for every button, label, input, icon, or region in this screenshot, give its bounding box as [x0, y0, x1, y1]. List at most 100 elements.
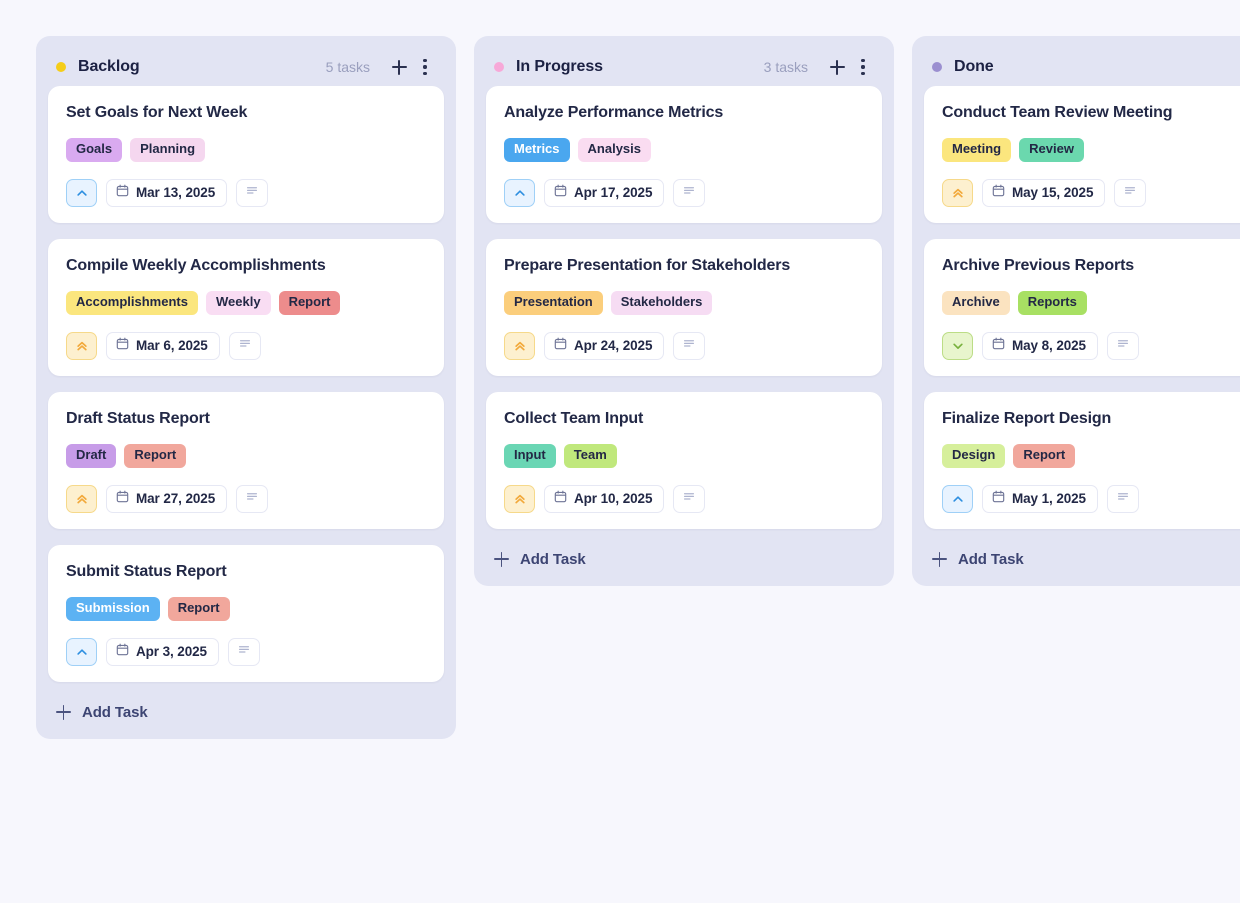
- description-button[interactable]: [228, 331, 261, 360]
- card-tag[interactable]: Presentation: [504, 290, 603, 315]
- task-title: Analyze Performance Metrics: [504, 104, 724, 121]
- due-date-chip[interactable]: Mar 13, 2025: [106, 178, 228, 207]
- priority-medium-button[interactable]: [942, 484, 973, 513]
- due-date-label: May 15, 2025: [1012, 185, 1094, 201]
- lines-icon: [1116, 489, 1130, 508]
- due-date-chip[interactable]: Apr 10, 2025: [544, 484, 665, 513]
- column-title: Backlog: [78, 58, 140, 75]
- task-title: Prepare Presentation for Stakeholders: [504, 256, 791, 274]
- priority-medium-button[interactable]: [66, 637, 97, 666]
- task-card[interactable]: Compile Weekly Accomplishments Accomplish…: [48, 238, 444, 376]
- vertical-dots-icon: [861, 58, 865, 76]
- calendar-icon: [554, 490, 567, 508]
- priority-high-button[interactable]: [504, 331, 535, 360]
- plus-icon: [829, 59, 845, 75]
- priority-high-button[interactable]: [66, 331, 97, 360]
- priority-high-button[interactable]: [504, 484, 535, 513]
- card-tag[interactable]: Goals: [66, 138, 123, 162]
- card-meta-row: Mar 13, 2025: [66, 178, 426, 207]
- lines-icon: [247, 493, 258, 500]
- card-tag[interactable]: Report: [124, 443, 187, 468]
- plus-icon: [494, 551, 509, 567]
- task-card[interactable]: Archive Previous Reports Archive Reports Ma…: [924, 238, 1240, 376]
- task-card[interactable]: Conduct Team Review Meeting Meeting Review…: [924, 86, 1240, 223]
- lines-icon: [684, 187, 695, 195]
- card-meta-row: May 8, 2025: [942, 331, 1240, 360]
- description-button[interactable]: [1114, 178, 1147, 207]
- priority-high-button[interactable]: [942, 178, 973, 207]
- due-date-chip[interactable]: Apr 24, 2025: [544, 331, 665, 360]
- card-tag[interactable]: Meeting: [942, 138, 1012, 162]
- card-tag[interactable]: Metrics: [504, 138, 570, 162]
- add-task-button[interactable]: Add Task: [486, 545, 882, 572]
- card-tag[interactable]: Report: [1013, 443, 1076, 468]
- priority-low-button[interactable]: [942, 331, 973, 360]
- task-card[interactable]: Collect Team Input Input Team Apr 10, 2025: [486, 391, 882, 529]
- card-tag[interactable]: Submission: [66, 596, 160, 621]
- task-card[interactable]: Submit Status Report Submission Report Apr …: [48, 544, 444, 682]
- card-tag[interactable]: Review: [1019, 138, 1084, 162]
- lines-icon: [682, 183, 696, 202]
- description-button[interactable]: [673, 484, 706, 513]
- due-date-label: May 8, 2025: [1012, 338, 1086, 354]
- calendar-icon: [116, 490, 129, 503]
- priority-medium-button[interactable]: [504, 178, 535, 207]
- task-card[interactable]: Set Goals for Next Week Goals Planning Mar …: [48, 86, 444, 223]
- lines-icon: [1123, 183, 1137, 202]
- task-card[interactable]: Prepare Presentation for Stakeholders Pre…: [486, 238, 882, 376]
- due-date-chip[interactable]: May 8, 2025: [982, 331, 1098, 360]
- priority-high-button[interactable]: [66, 484, 97, 513]
- task-card[interactable]: Draft Status Report Draft Report Mar 27, 20…: [48, 391, 444, 529]
- card-tag[interactable]: Accomplishments: [66, 290, 198, 315]
- card-tag[interactable]: Planning: [130, 138, 206, 162]
- card-tag[interactable]: Analysis: [577, 138, 652, 162]
- chevron-up-icon: [75, 645, 89, 659]
- column-menu-button[interactable]: [412, 54, 438, 80]
- lines-icon: [684, 493, 695, 500]
- vertical-dots-icon: [423, 58, 427, 76]
- tag-list: Meeting Review: [942, 138, 1240, 162]
- tag-list: Accomplishments Weekly Report: [66, 290, 426, 315]
- card-tag[interactable]: Report: [278, 290, 341, 315]
- double-chevron-up-icon: [513, 339, 527, 353]
- task-title: Draft Status Report: [66, 409, 210, 427]
- due-date-chip[interactable]: Apr 17, 2025: [544, 178, 665, 207]
- due-date-chip[interactable]: Mar 6, 2025: [106, 331, 220, 360]
- due-date-chip[interactable]: Mar 27, 2025: [106, 484, 228, 513]
- task-title: Collect Team Input: [504, 409, 644, 427]
- calendar-icon: [992, 337, 1005, 350]
- column-menu-button[interactable]: [850, 54, 876, 80]
- due-date-chip[interactable]: Apr 3, 2025: [106, 637, 219, 666]
- description-button[interactable]: [673, 331, 706, 360]
- description-button[interactable]: [673, 178, 706, 207]
- card-tag[interactable]: Archive: [942, 290, 1010, 315]
- calendar-icon: [116, 643, 129, 661]
- lines-icon: [239, 340, 250, 348]
- card-tag[interactable]: Reports: [1017, 290, 1087, 315]
- task-card[interactable]: Analyze Performance Metrics Metrics Analys…: [486, 86, 882, 223]
- description-button[interactable]: [1106, 331, 1139, 360]
- card-tag[interactable]: Weekly: [205, 290, 271, 315]
- add-task-button[interactable]: Add Task: [48, 698, 444, 725]
- description-button[interactable]: [227, 637, 260, 666]
- card-meta-row: Apr 10, 2025: [504, 484, 864, 513]
- card-tag[interactable]: Input: [504, 443, 556, 468]
- card-tag[interactable]: Team: [563, 443, 617, 468]
- card-tag[interactable]: Design: [942, 443, 1006, 468]
- task-card[interactable]: Finalize Report Design Design Report May 1,…: [924, 391, 1240, 529]
- description-button[interactable]: [236, 178, 269, 207]
- card-tag[interactable]: Stakeholders: [610, 290, 713, 315]
- due-date-label: Apr 24, 2025: [574, 338, 653, 354]
- due-date-label: Mar 13, 2025: [136, 185, 216, 201]
- card-tag[interactable]: Report: [167, 596, 230, 621]
- description-button[interactable]: [1106, 484, 1139, 513]
- add-card-button[interactable]: [386, 54, 412, 80]
- add-card-button[interactable]: [824, 54, 850, 80]
- due-date-chip[interactable]: May 15, 2025: [982, 178, 1106, 207]
- due-date-chip[interactable]: May 1, 2025: [982, 484, 1098, 513]
- priority-medium-button[interactable]: [66, 178, 97, 207]
- add-task-button[interactable]: Add Task: [924, 545, 1240, 572]
- task-title: Archive Previous Reports: [942, 256, 1135, 274]
- description-button[interactable]: [236, 484, 269, 513]
- card-tag[interactable]: Draft: [66, 443, 117, 468]
